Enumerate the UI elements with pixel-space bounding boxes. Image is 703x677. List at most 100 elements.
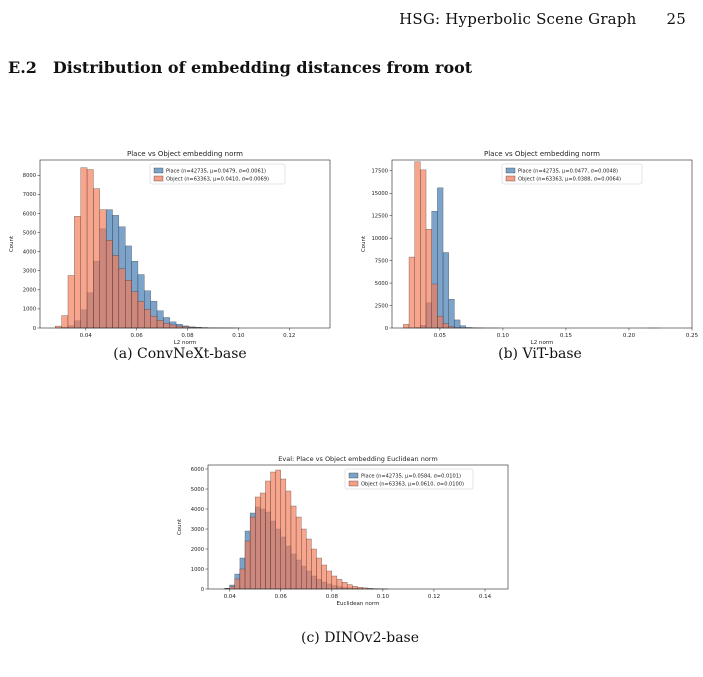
histogram-bar bbox=[125, 280, 132, 329]
y-axis-label: Count bbox=[9, 235, 15, 252]
histogram-bar bbox=[234, 578, 241, 590]
histogram-bar bbox=[420, 169, 427, 329]
legend: Place (n=42735, μ=0.0477, σ=0.0048) Objec… bbox=[501, 163, 643, 185]
legend-box bbox=[344, 468, 474, 490]
histogram-bar bbox=[341, 582, 348, 590]
y-tick-label: 12500 bbox=[371, 214, 388, 220]
x-tick-label: 0.06 bbox=[275, 594, 288, 600]
histogram-bar bbox=[244, 540, 251, 590]
histogram-bar bbox=[144, 309, 151, 329]
histogram-bar bbox=[352, 586, 358, 590]
histogram-bar bbox=[74, 216, 81, 329]
histogram-bar bbox=[442, 323, 449, 329]
x-tick-label: 0.04 bbox=[80, 333, 93, 339]
legend-label-object: Object (n=63363, μ=0.0610, σ=0.0100) bbox=[361, 481, 464, 487]
y-tick-label: 6000 bbox=[23, 211, 36, 217]
chart-dinov2: 0 1000 2000 3000 4000 5000 6000 0.04 0.06 0.08 0.1… bbox=[177, 455, 509, 607]
y-axis-label: Count bbox=[361, 235, 367, 252]
y-tick-label: 0 bbox=[33, 326, 36, 332]
histogram-bar bbox=[131, 291, 139, 329]
histogram-bar bbox=[459, 325, 466, 329]
histogram-bar bbox=[336, 579, 343, 590]
x-tick-label: 0.10 bbox=[497, 333, 510, 339]
y-tick-label: 17500 bbox=[371, 169, 388, 175]
caption-convnext: (a) ConvNeXt-base bbox=[113, 346, 247, 362]
legend-label-place: Place (n=42735, μ=0.0477, σ=0.0048) bbox=[518, 168, 618, 174]
histogram-bar bbox=[80, 167, 88, 329]
histogram-bar bbox=[346, 584, 353, 590]
histogram-bar bbox=[437, 316, 444, 329]
y-tick-label: 15000 bbox=[371, 191, 388, 197]
y-tick-label: 8000 bbox=[23, 173, 36, 179]
x-tick-label: 0.12 bbox=[428, 594, 440, 600]
section-heading: E.2 Distribution of embedding distances f… bbox=[8, 58, 472, 77]
y-tick-label: 3000 bbox=[23, 269, 36, 275]
object-series bbox=[55, 167, 234, 329]
y-tick-label: 3000 bbox=[191, 527, 204, 533]
histogram-bar bbox=[150, 315, 158, 329]
legend-box bbox=[501, 163, 643, 185]
histogram-bar bbox=[112, 255, 120, 329]
histogram-bar bbox=[275, 469, 281, 590]
histogram-bar bbox=[431, 283, 438, 329]
chart-title: Place vs Object embedding norm bbox=[484, 150, 600, 158]
legend-swatch-object bbox=[153, 175, 164, 182]
y-tick-label: 10000 bbox=[371, 236, 388, 242]
legend: Place (n=42735, μ=0.0479, σ=0.0061) Objec… bbox=[149, 163, 286, 185]
histogram-bar bbox=[290, 505, 297, 590]
section-title: Distribution of embedding distances from… bbox=[52, 58, 473, 77]
y-tick-label: 7500 bbox=[375, 258, 388, 264]
histogram-bar bbox=[255, 496, 261, 590]
y-tick-label: 2000 bbox=[191, 547, 204, 553]
y-tick-label: 7000 bbox=[23, 192, 36, 198]
histogram-bar bbox=[260, 492, 266, 590]
x-tick-label: 0.04 bbox=[224, 594, 237, 600]
x-tick-label: 0.15 bbox=[560, 333, 573, 339]
page-number: 25 bbox=[666, 10, 686, 28]
histogram-bar bbox=[448, 299, 455, 329]
x-tick-label: 0.08 bbox=[181, 333, 194, 339]
y-tick-label: 5000 bbox=[191, 487, 204, 493]
histogram-bar bbox=[270, 471, 276, 590]
axes-frame bbox=[39, 159, 331, 329]
legend-label-object: Object (n=63363, μ=0.0388, σ=0.0064) bbox=[518, 176, 621, 182]
y-tick-label: 2000 bbox=[23, 288, 36, 294]
histogram-bar bbox=[118, 268, 126, 329]
histogram-bar bbox=[99, 209, 107, 329]
legend-swatch-object bbox=[505, 175, 516, 182]
histogram-bar bbox=[326, 570, 333, 590]
histogram-bar bbox=[239, 568, 246, 590]
histogram-bar bbox=[137, 301, 145, 329]
x-tick-label: 0.10 bbox=[377, 594, 390, 600]
legend-swatch-object bbox=[348, 480, 359, 487]
x-axis-label: Euclidean norm bbox=[337, 601, 380, 607]
histogram-bar bbox=[169, 324, 177, 329]
legend-label-object: Object (n=63363, μ=0.0410, σ=0.0069) bbox=[166, 176, 269, 182]
legend-swatch-place bbox=[505, 167, 516, 174]
y-tick-label: 4000 bbox=[191, 507, 204, 513]
histogram-bar bbox=[61, 315, 69, 329]
object-series bbox=[224, 469, 389, 590]
histogram-bar bbox=[316, 557, 322, 590]
caption-vit: (b) ViT-base bbox=[498, 346, 582, 362]
x-axis-label: L2 norm bbox=[531, 340, 554, 346]
legend-label-place: Place (n=42735, μ=0.0479, σ=0.0061) bbox=[166, 168, 266, 174]
y-axis-label: Count bbox=[177, 518, 183, 535]
legend-swatch-place bbox=[348, 472, 359, 479]
legend-label-place: Place (n=42735, μ=0.0584, σ=0.0101) bbox=[361, 473, 461, 479]
x-tick-label: 0.08 bbox=[326, 594, 339, 600]
histogram-bar bbox=[425, 229, 432, 329]
running-head: HSG: Hyperbolic Scene Graph 25 bbox=[0, 10, 686, 28]
x-axis-label: L2 norm bbox=[174, 340, 197, 346]
histogram-bar bbox=[414, 161, 421, 329]
histogram-bar bbox=[249, 516, 256, 590]
chart-convnext: 0 1000 2000 3000 4000 5000 6000 7000 8000 0.04 0.0… bbox=[9, 150, 331, 346]
histogram-bar bbox=[280, 478, 287, 590]
chart-title: Place vs Object embedding norm bbox=[127, 150, 243, 158]
histogram-bar bbox=[265, 480, 271, 590]
histogram-bar bbox=[163, 323, 170, 329]
histogram-bar bbox=[403, 324, 410, 329]
legend: Place (n=42735, μ=0.0584, σ=0.0101) Objec… bbox=[344, 468, 474, 490]
histogram-bar bbox=[86, 169, 94, 329]
histogram-bar bbox=[67, 275, 75, 329]
